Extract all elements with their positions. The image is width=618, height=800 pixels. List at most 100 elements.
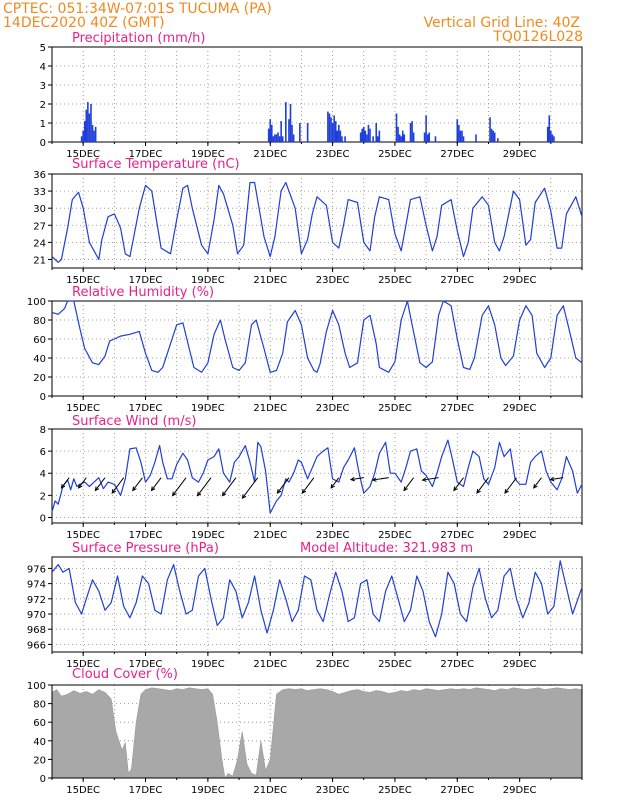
precip-bar (364, 130, 367, 142)
wind-arrow-head (533, 483, 538, 489)
pressure-ytick-label: 976 (27, 564, 46, 575)
precip-ytick-label: 5 (40, 43, 46, 54)
precip-bar (344, 136, 346, 142)
wind-arrow-head (371, 477, 377, 482)
temp-ytick-label: 24 (33, 238, 46, 249)
precip-bar (375, 123, 378, 142)
wind-arrow (403, 477, 415, 491)
wind-arrow-head (301, 488, 307, 494)
wind-xtick-label: 25DEC (378, 530, 412, 541)
wind-ytick-label: 2 (40, 491, 46, 502)
rh-title: Relative Humidity (%) (72, 285, 214, 300)
wind-arrow (222, 477, 237, 496)
temp-series-line (51, 181, 583, 263)
precip-bar (366, 134, 368, 142)
precip-bar (475, 134, 477, 142)
rh-xtick-label: 29DEC (503, 403, 537, 414)
precip-bar (291, 124, 293, 142)
precip-bar (306, 123, 309, 142)
rh-ytick-label: 20 (33, 373, 46, 384)
precip-ytick-label: 1 (40, 119, 46, 130)
cloud-ytick-label: 20 (33, 755, 46, 766)
pressure-xtick-label: 17DEC (129, 659, 163, 670)
header-grid-line: Vertical Grid Line: 40Z (424, 15, 580, 31)
precip-bar (550, 130, 552, 142)
wind-arrow (172, 477, 187, 496)
rh-ytick-label: 100 (27, 297, 46, 308)
wind-arrow (197, 477, 212, 496)
precip-bar (497, 138, 499, 142)
rh-ytick-label: 40 (33, 354, 46, 365)
precip-bar (369, 128, 371, 142)
cloud-xtick-label: 21DEC (253, 785, 287, 796)
pressure-frame (51, 556, 583, 653)
cloud-xtick-label: 29DEC (503, 785, 537, 796)
precip-bar (83, 121, 86, 142)
cloud-ytick-label: 100 (27, 681, 46, 692)
rh-ytick-label: 60 (33, 335, 46, 346)
precip-bar (492, 130, 494, 142)
wind-arrow (550, 477, 564, 481)
cloud-title: Cloud Cover (%) (72, 667, 178, 682)
precip-bar (398, 134, 401, 142)
wind-frame (51, 428, 583, 524)
wind-arrow (372, 477, 389, 481)
header-station: CPTEC: 051:34W-07:01S TUCUMA (PA) (3, 1, 272, 17)
temp-frame (51, 173, 583, 269)
precip-bar (395, 113, 398, 142)
wind-arrow-head (132, 486, 137, 492)
wind-xtick-label: 29DEC (503, 530, 537, 541)
precip-bar (489, 117, 491, 142)
model-altitude: Model Altitude: 321.983 m (300, 541, 473, 556)
precip-bar (423, 132, 426, 142)
temp-ytick-label: 33 (33, 187, 46, 198)
wind-arrow (111, 477, 125, 494)
wind-ytick-label: 4 (40, 469, 46, 480)
precip-bar (434, 136, 437, 142)
cloud-xtick-label: 15DEC (66, 785, 100, 796)
pressure-ytick-label: 968 (27, 625, 46, 636)
precip-bar (292, 134, 295, 142)
rh-panel: 0 20 40 60 80 100 15DEC 17DEC 19DEC 21DEC 23DEC 25D… (27, 297, 583, 414)
temp-title: Surface Temperature (nC) (72, 157, 240, 172)
precip-bar (299, 123, 301, 142)
pressure-xtick-label: 19DEC (191, 659, 225, 670)
pressure-xtick-label: 25DEC (378, 659, 412, 670)
precip-bar (426, 134, 429, 142)
precip-bar (361, 128, 364, 142)
wind-arrow (422, 477, 439, 481)
precip-bar (91, 124, 94, 142)
precip-ytick-label: 0 (40, 138, 46, 149)
rh-xtick-label: 15DEC (66, 403, 100, 414)
rh-xtick-label: 17DEC (129, 403, 163, 414)
wind-arrow (533, 477, 542, 489)
precip-bar (461, 130, 463, 142)
precip-xtick-label: 15DEC (66, 149, 100, 160)
wind-series-line (51, 439, 583, 514)
precip-bar (367, 124, 370, 142)
precip-bar (80, 136, 83, 142)
wind-arrow-head (476, 488, 481, 494)
wind-ytick-label: 8 (40, 425, 46, 436)
cloud-ytick-label: 80 (33, 700, 46, 711)
wind-arrow (61, 477, 70, 489)
precip-bar (339, 130, 342, 142)
wind-arrow (151, 477, 162, 491)
precip-bar (87, 102, 89, 142)
precip-bar (331, 123, 334, 142)
precip-bar (288, 119, 290, 142)
rh-ytick-label: 80 (33, 316, 46, 327)
wind-arrow-head (349, 476, 355, 482)
precip-bar (88, 113, 91, 142)
cloud-ytick-label: 0 (40, 774, 46, 785)
pressure-xtick-label: 23DEC (316, 659, 350, 670)
precip-bar (428, 132, 431, 142)
precip-bar (270, 124, 273, 142)
temp-xtick-label: 29DEC (503, 275, 537, 286)
precip-bar (425, 115, 427, 142)
wind-arrow-head (504, 488, 509, 494)
precip-bar (333, 115, 335, 142)
pressure-xtick-label: 21DEC (253, 659, 287, 670)
precip-bar (336, 130, 339, 142)
